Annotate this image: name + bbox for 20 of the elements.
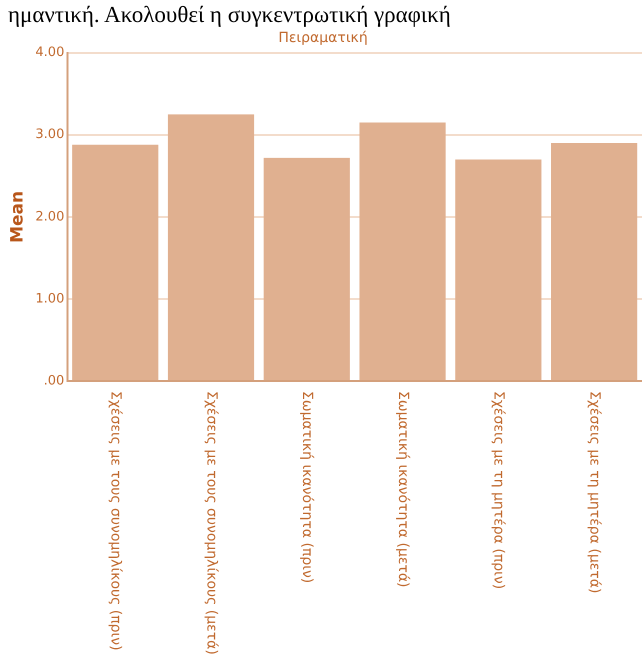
- y-tick-label: 2.00: [35, 209, 64, 224]
- bar: [359, 122, 446, 380]
- x-tick-label: Σχέσεις με τους συνομηλίκους (μετά): [203, 391, 220, 655]
- bar: [168, 114, 254, 380]
- x-tick-label: Σωματική ικανότητα (μετά): [394, 391, 411, 588]
- bar: [72, 144, 158, 380]
- x-tick-label: Σωματική ικανότητα (πριν): [299, 391, 316, 584]
- y-tick-label: .00: [44, 373, 64, 388]
- y-tick-label: 1.00: [35, 291, 64, 306]
- x-tick-label: Σχέσεις με τη μητέρα (μετά): [586, 391, 602, 594]
- x-tick-label: Σχέσεις με τη μητέρα (πριν): [490, 391, 507, 590]
- bar: [455, 159, 542, 380]
- x-tick-label: Σχέσεις με τους συνομηλίκους (πριν): [108, 391, 124, 651]
- y-axis-title: Mean: [8, 190, 28, 243]
- bar: [264, 158, 350, 380]
- bar: [551, 143, 638, 380]
- text: ημαντική. Ακολουθεί η συγκεντρωτική γραφική: [7, 1, 452, 29]
- chart-title: Πειραματική: [278, 30, 368, 46]
- y-tick-label: 3.00: [35, 127, 64, 142]
- y-tick-label: 4.00: [35, 45, 64, 60]
